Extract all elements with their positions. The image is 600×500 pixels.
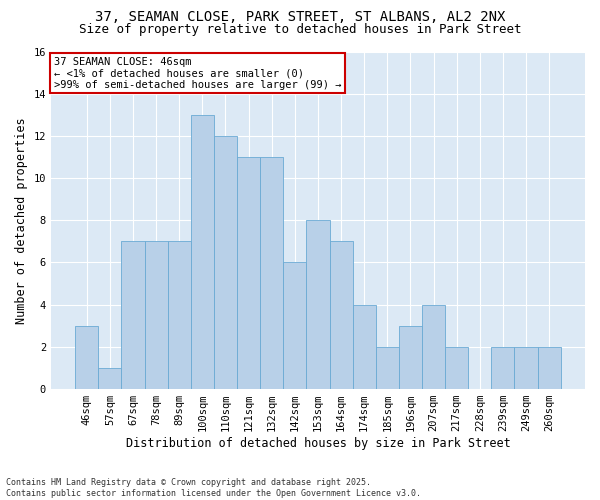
Bar — [399, 326, 422, 389]
Text: 37, SEAMAN CLOSE, PARK STREET, ST ALBANS, AL2 2NX: 37, SEAMAN CLOSE, PARK STREET, ST ALBANS… — [95, 10, 505, 24]
Bar — [121, 242, 145, 389]
Bar — [145, 242, 167, 389]
Bar — [491, 347, 514, 389]
Bar — [376, 347, 399, 389]
Bar — [307, 220, 329, 389]
Bar — [538, 347, 561, 389]
Bar — [514, 347, 538, 389]
Bar — [75, 326, 98, 389]
Bar — [98, 368, 121, 389]
Bar — [260, 157, 283, 389]
Text: 37 SEAMAN CLOSE: 46sqm
← <1% of detached houses are smaller (0)
>99% of semi-det: 37 SEAMAN CLOSE: 46sqm ← <1% of detached… — [53, 56, 341, 90]
Text: Contains HM Land Registry data © Crown copyright and database right 2025.
Contai: Contains HM Land Registry data © Crown c… — [6, 478, 421, 498]
Bar — [237, 157, 260, 389]
X-axis label: Distribution of detached houses by size in Park Street: Distribution of detached houses by size … — [125, 437, 511, 450]
Bar — [283, 262, 307, 389]
Bar — [167, 242, 191, 389]
Bar — [353, 304, 376, 389]
Y-axis label: Number of detached properties: Number of detached properties — [15, 117, 28, 324]
Bar — [214, 136, 237, 389]
Bar — [329, 242, 353, 389]
Bar — [445, 347, 468, 389]
Text: Size of property relative to detached houses in Park Street: Size of property relative to detached ho… — [79, 22, 521, 36]
Bar — [191, 115, 214, 389]
Bar — [422, 304, 445, 389]
